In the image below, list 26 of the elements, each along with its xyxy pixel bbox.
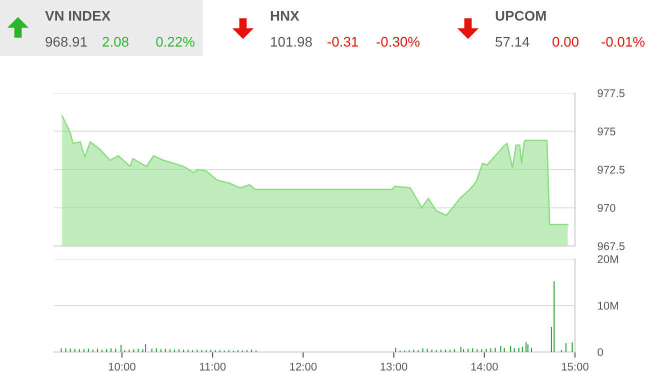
text: 2.08 (102, 36, 128, 47)
text: 0.22% (156, 36, 195, 47)
y-tick-label: 0 (598, 348, 603, 356)
y-tick-label: 977.5 (598, 89, 625, 98)
x-tick-label: 10:00 (108, 362, 136, 371)
x-tick-label: 14:00 (471, 362, 498, 371)
y-tick-label: 20M (598, 255, 618, 264)
text: VN INDEX (45, 11, 110, 21)
text: HNX (270, 11, 300, 21)
y-tick-label: 970 (598, 204, 616, 212)
y-tick-label: 975 (598, 128, 616, 136)
text: 101.98 (271, 36, 312, 47)
x-tick-label: 11:00 (200, 362, 226, 371)
y-tick-label: 967.5 (598, 242, 625, 250)
y-tick-label: 10M (598, 302, 618, 310)
text: UPCOM (496, 10, 546, 21)
y-tick-label: 972.5 (598, 166, 625, 174)
x-tick-label: 13:00 (380, 362, 408, 371)
text: -0.01% (602, 36, 645, 47)
text: -0.31 (328, 36, 358, 47)
text: 0.00 (552, 36, 578, 47)
text: -0.30% (376, 36, 420, 47)
x-tick-label: 15:00 (562, 362, 588, 371)
x-tick-label: 12:00 (290, 362, 317, 371)
text: 968.91 (46, 36, 87, 47)
text: 57.14 (496, 37, 530, 47)
